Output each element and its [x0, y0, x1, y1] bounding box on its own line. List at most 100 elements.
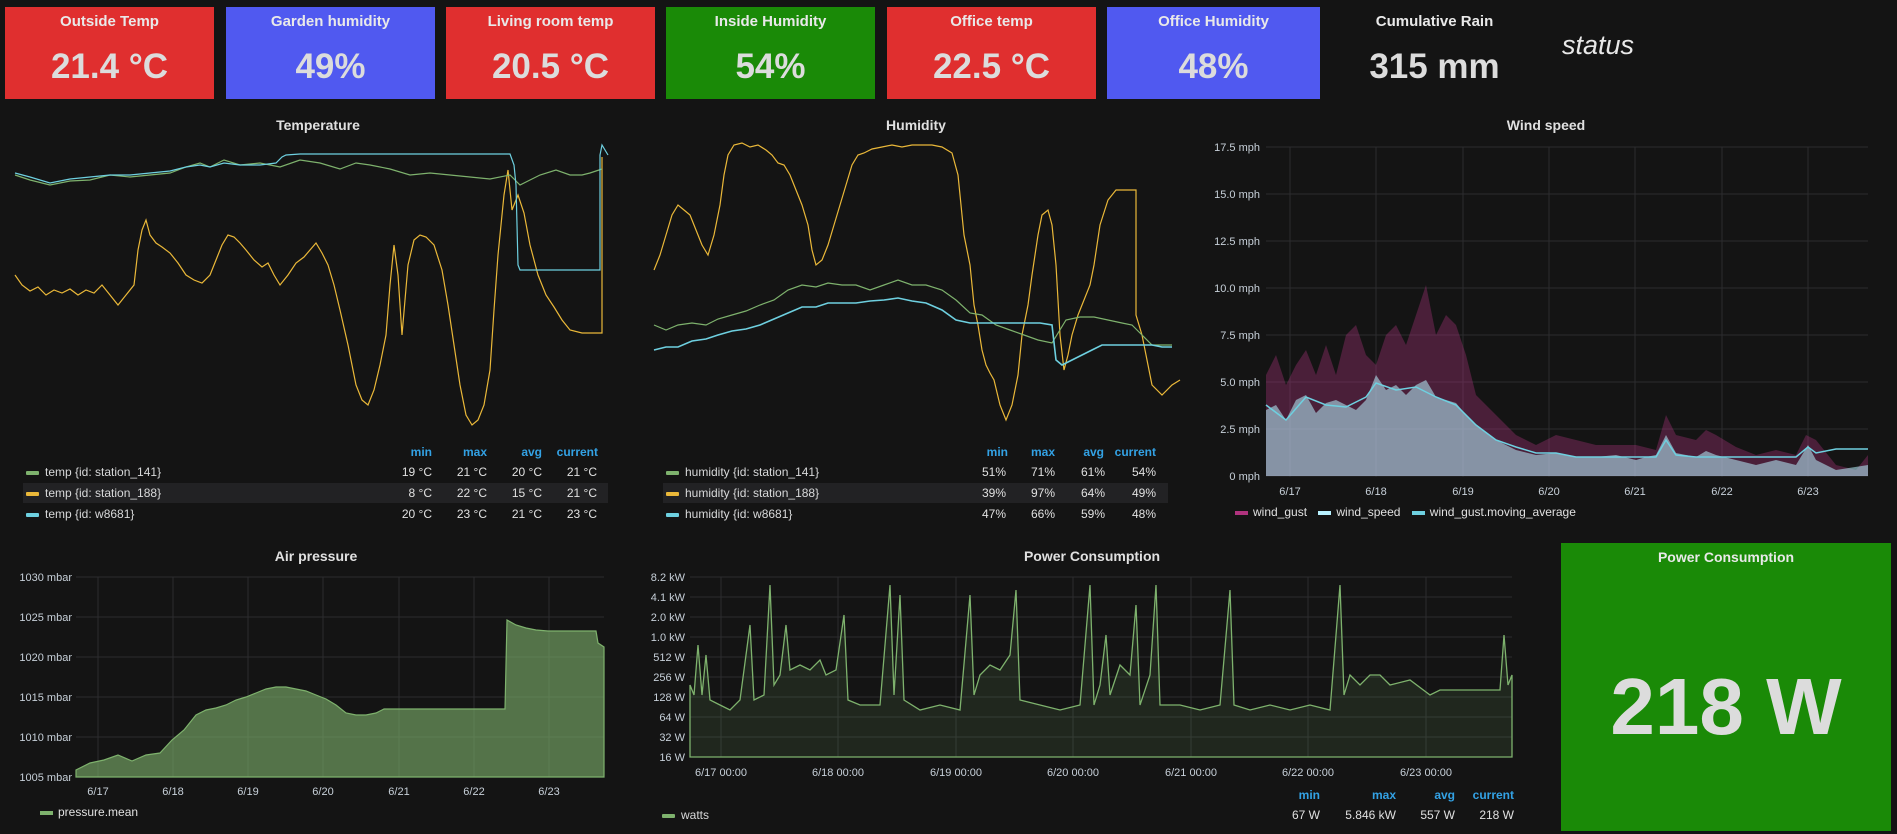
power-x-tick: 6/21 00:00: [1165, 767, 1217, 779]
wind-legend-item[interactable]: wind_gust: [1235, 505, 1307, 519]
humidity-header-min: min: [986, 445, 1008, 459]
power-header-current: current: [1472, 788, 1514, 802]
temp-legend-row[interactable]: temp {id: station_188}: [23, 483, 608, 503]
power-title: Power Consumption: [1023, 548, 1161, 564]
humidity-max: 71%: [1030, 465, 1055, 479]
power-x-tick: 6/22 00:00: [1282, 767, 1334, 779]
temperature-chart[interactable]: [10, 135, 610, 426]
legend-label: temp {id: w8681}: [45, 507, 135, 521]
stat-cumulative-rain[interactable]: Cumulative Rain 315 mm: [1327, 7, 1542, 99]
temp-header-avg: avg: [521, 445, 542, 459]
stat-value: 54%: [735, 47, 806, 86]
humidity-w8681-line: [653, 297, 1172, 366]
wind-y-tick: 0 mph: [1229, 471, 1260, 483]
humidity-min: 51%: [981, 465, 1006, 479]
wind-y-tick: 17.5 mph: [1214, 142, 1260, 154]
legend-swatch: [40, 810, 53, 815]
humidity-min: 39%: [981, 486, 1006, 500]
humidity-header-max: max: [1030, 445, 1055, 459]
stat-garden-humidity[interactable]: Garden humidity 49%: [226, 7, 435, 99]
humidity-chart[interactable]: [652, 135, 1182, 435]
power-header-min: min: [1298, 788, 1320, 802]
pressure-legend[interactable]: pressure.mean: [40, 805, 138, 819]
wind-legend-item[interactable]: wind_gust.moving_average: [1411, 505, 1576, 519]
power-x-tick: 6/20 00:00: [1047, 767, 1099, 779]
stat-living-room-temp[interactable]: Living room temp 20.5 °C: [446, 7, 655, 99]
stat-value: 49%: [295, 47, 366, 86]
wind-x-tick: 6/23: [1797, 486, 1818, 498]
wind-chart[interactable]: 17.5 mph 15.0 mph 12.5 mph 10.0 mph 7.5 …: [1196, 135, 1896, 498]
humidity-title: Humidity: [886, 117, 946, 133]
power-y-tick: 64 W: [659, 712, 685, 724]
stat-office-temp[interactable]: Office temp 22.5 °C: [887, 7, 1096, 99]
humidity-station-141-line: [653, 279, 1172, 346]
humidity-current: 48%: [1131, 507, 1156, 521]
power-y-tick: 128 W: [653, 692, 685, 704]
temp-current: 21 °C: [566, 465, 597, 479]
pressure-y-tick: 1005 mbar: [19, 772, 72, 784]
pressure-y-tick: 1010 mbar: [19, 732, 72, 744]
legend-label: temp {id: station_141}: [45, 465, 162, 479]
humidity-avg: 59%: [1080, 507, 1105, 521]
pressure-chart[interactable]: 1030 mbar 1025 mbar 1020 mbar 1015 mbar …: [0, 565, 620, 825]
legend-swatch: [666, 491, 679, 496]
power-avg: 557 W: [1420, 808, 1455, 822]
power-y-tick: 2.0 kW: [651, 612, 686, 624]
stat-inside-humidity[interactable]: Inside Humidity 54%: [666, 7, 875, 99]
pressure-y-axis: 1030 mbar 1025 mbar 1020 mbar 1015 mbar …: [19, 572, 72, 784]
humidity-header-current: current: [1114, 445, 1156, 459]
legend-swatch: [662, 813, 675, 818]
legend-swatch: [26, 491, 39, 496]
power-y-tick: 8.2 kW: [651, 572, 686, 584]
legend-swatch: [26, 470, 39, 475]
wind-legend-item[interactable]: wind_speed: [1318, 505, 1400, 519]
legend-swatch: [666, 512, 679, 517]
legend-label: pressure.mean: [58, 805, 139, 819]
humidity-max: 97%: [1030, 486, 1055, 500]
pressure-y-tick: 1020 mbar: [19, 652, 72, 664]
pressure-title: Air pressure: [274, 548, 358, 564]
wind-title: Wind speed: [1506, 117, 1586, 133]
stat-title: Office temp: [950, 13, 1033, 30]
humidity-min: 47%: [981, 507, 1006, 521]
stat-value: 48%: [1178, 47, 1249, 86]
pressure-x-tick: 6/21: [388, 786, 409, 798]
stat-title: Power Consumption: [1657, 549, 1795, 565]
humidity-legend-row[interactable]: humidity {id: station_141}: [666, 462, 1166, 482]
temp-current: 23 °C: [566, 507, 597, 521]
stat-value: 22.5 °C: [932, 47, 1051, 86]
humidity-station-188-line: [653, 142, 1181, 422]
temp-min: 8 °C: [408, 486, 432, 500]
stat-outside-temp[interactable]: Outside Temp 21.4 °C: [5, 7, 214, 99]
power-x-tick: 6/23 00:00: [1400, 767, 1452, 779]
stat-value: 218 W: [1610, 662, 1842, 751]
temp-header-max: max: [462, 445, 487, 459]
pressure-x-tick: 6/18: [162, 786, 183, 798]
power-min: 67 W: [1291, 808, 1320, 822]
power-y-tick: 256 W: [653, 672, 685, 684]
wind-x-tick: 6/21: [1624, 486, 1645, 498]
stat-office-humidity[interactable]: Office Humidity 48%: [1107, 7, 1320, 99]
temp-legend-row[interactable]: temp {id: w8681}: [26, 504, 606, 524]
status-label: status: [1562, 30, 1635, 60]
temp-legend-row[interactable]: temp {id: station_141}: [26, 462, 606, 482]
legend-label: humidity {id: w8681}: [685, 507, 793, 521]
pressure-x-tick: 6/20: [312, 786, 333, 798]
legend-label: watts: [681, 808, 710, 822]
humidity-current: 54%: [1131, 465, 1156, 479]
power-chart[interactable]: 8.2 kW 4.1 kW 2.0 kW 1.0 kW 512 W 256 W …: [640, 565, 1540, 785]
stat-power-consumption[interactable]: Power Consumption 218 W: [1561, 543, 1891, 831]
pressure-x-tick: 6/19: [237, 786, 258, 798]
legend-label: humidity {id: station_141}: [685, 465, 820, 479]
wind-x-tick: 6/18: [1365, 486, 1386, 498]
wind-y-tick: 2.5 mph: [1220, 424, 1260, 436]
pressure-x-tick: 6/22: [463, 786, 484, 798]
power-y-axis: 8.2 kW 4.1 kW 2.0 kW 1.0 kW 512 W 256 W …: [651, 572, 686, 764]
humidity-legend-row[interactable]: humidity {id: w8681}: [666, 504, 1166, 524]
stat-value: 21.4 °C: [50, 47, 169, 86]
power-legend-row[interactable]: watts: [662, 805, 862, 825]
temp-max: 21 °C: [456, 465, 487, 479]
humidity-legend-row[interactable]: humidity {id: station_188}: [663, 483, 1168, 503]
temp-header-current: current: [556, 445, 598, 459]
wind-gust-moving-average-line: [1265, 382, 1868, 458]
